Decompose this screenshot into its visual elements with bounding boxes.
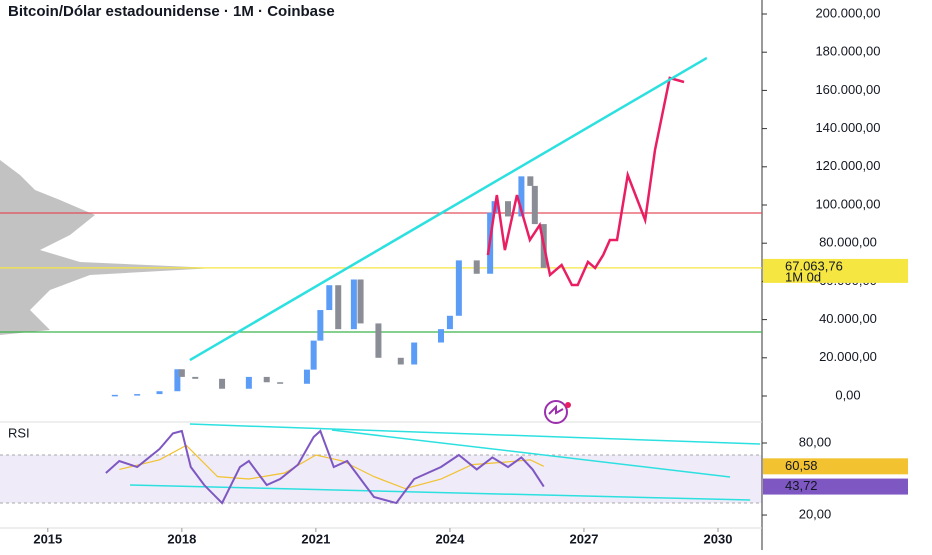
y-tick-label: 0,00 — [835, 387, 860, 402]
logo — [544, 400, 571, 424]
candle — [192, 376, 199, 379]
candle — [446, 315, 453, 330]
y-tick-label: 140.000,00 — [815, 120, 880, 135]
trend-line — [189, 56, 708, 362]
candle — [397, 357, 404, 365]
candle — [111, 394, 118, 397]
candle — [411, 342, 418, 365]
rsi-trend-line — [189, 423, 761, 445]
y-tick-label: 100.000,00 — [815, 196, 880, 211]
candle — [335, 285, 342, 330]
candle — [219, 378, 226, 389]
candle — [326, 285, 333, 311]
rsi-title: RSI — [8, 425, 30, 440]
candle — [178, 369, 185, 377]
candle — [310, 340, 317, 370]
rsi-tick-label: 80,00 — [799, 434, 832, 449]
x-tick-label: 2021 — [301, 531, 330, 546]
candle — [134, 394, 141, 396]
countdown-label: 1M 0d — [785, 269, 821, 284]
x-tick-label: 2027 — [570, 531, 599, 546]
volume-profile — [0, 160, 215, 335]
x-tick-label: 2015 — [33, 531, 62, 546]
x-tick-label: 2018 — [167, 531, 196, 546]
projection-line — [486, 76, 685, 287]
chart-title: Bitcoin/Dólar estadounidense · 1M · Coin… — [8, 3, 335, 20]
rsi-badge — [763, 478, 908, 495]
price-label: 67.063,76 — [785, 258, 843, 273]
rsi-badge — [763, 458, 908, 475]
candle — [317, 310, 324, 341]
rsi-trend-line — [129, 484, 751, 501]
rsi-value-label: 43,72 — [785, 478, 818, 493]
candle — [437, 329, 444, 343]
price-badge — [763, 258, 908, 283]
x-tick-label: 2030 — [704, 531, 733, 546]
candle — [156, 391, 163, 395]
candle — [263, 376, 270, 383]
y-tick-label: 40.000,00 — [819, 311, 877, 326]
candle — [350, 279, 357, 330]
candle — [531, 185, 538, 225]
candle — [357, 279, 364, 324]
candle — [505, 201, 512, 217]
y-tick-label: 80.000,00 — [819, 235, 877, 250]
candle — [473, 260, 480, 274]
rsi-line — [105, 429, 545, 505]
rsi-tick-label: 20,00 — [799, 506, 832, 521]
candle — [303, 369, 310, 384]
x-tick-label: 2024 — [435, 531, 465, 546]
y-tick-label: 20.000,00 — [819, 349, 877, 364]
y-tick-label: 120.000,00 — [815, 158, 880, 173]
candle — [455, 260, 462, 316]
candle — [277, 382, 284, 384]
rsi-ma-line — [119, 444, 545, 490]
candle — [375, 323, 382, 358]
y-tick-label: 160.000,00 — [815, 82, 880, 97]
candle — [527, 176, 534, 186]
y-tick-label: 200.000,00 — [815, 5, 880, 20]
candle — [245, 376, 252, 389]
rsi-value-label: 60,58 — [785, 458, 818, 473]
y-tick-label: 180.000,00 — [815, 44, 880, 59]
candle — [518, 176, 525, 217]
candle — [174, 369, 181, 392]
rsi-trend-line — [331, 429, 731, 478]
